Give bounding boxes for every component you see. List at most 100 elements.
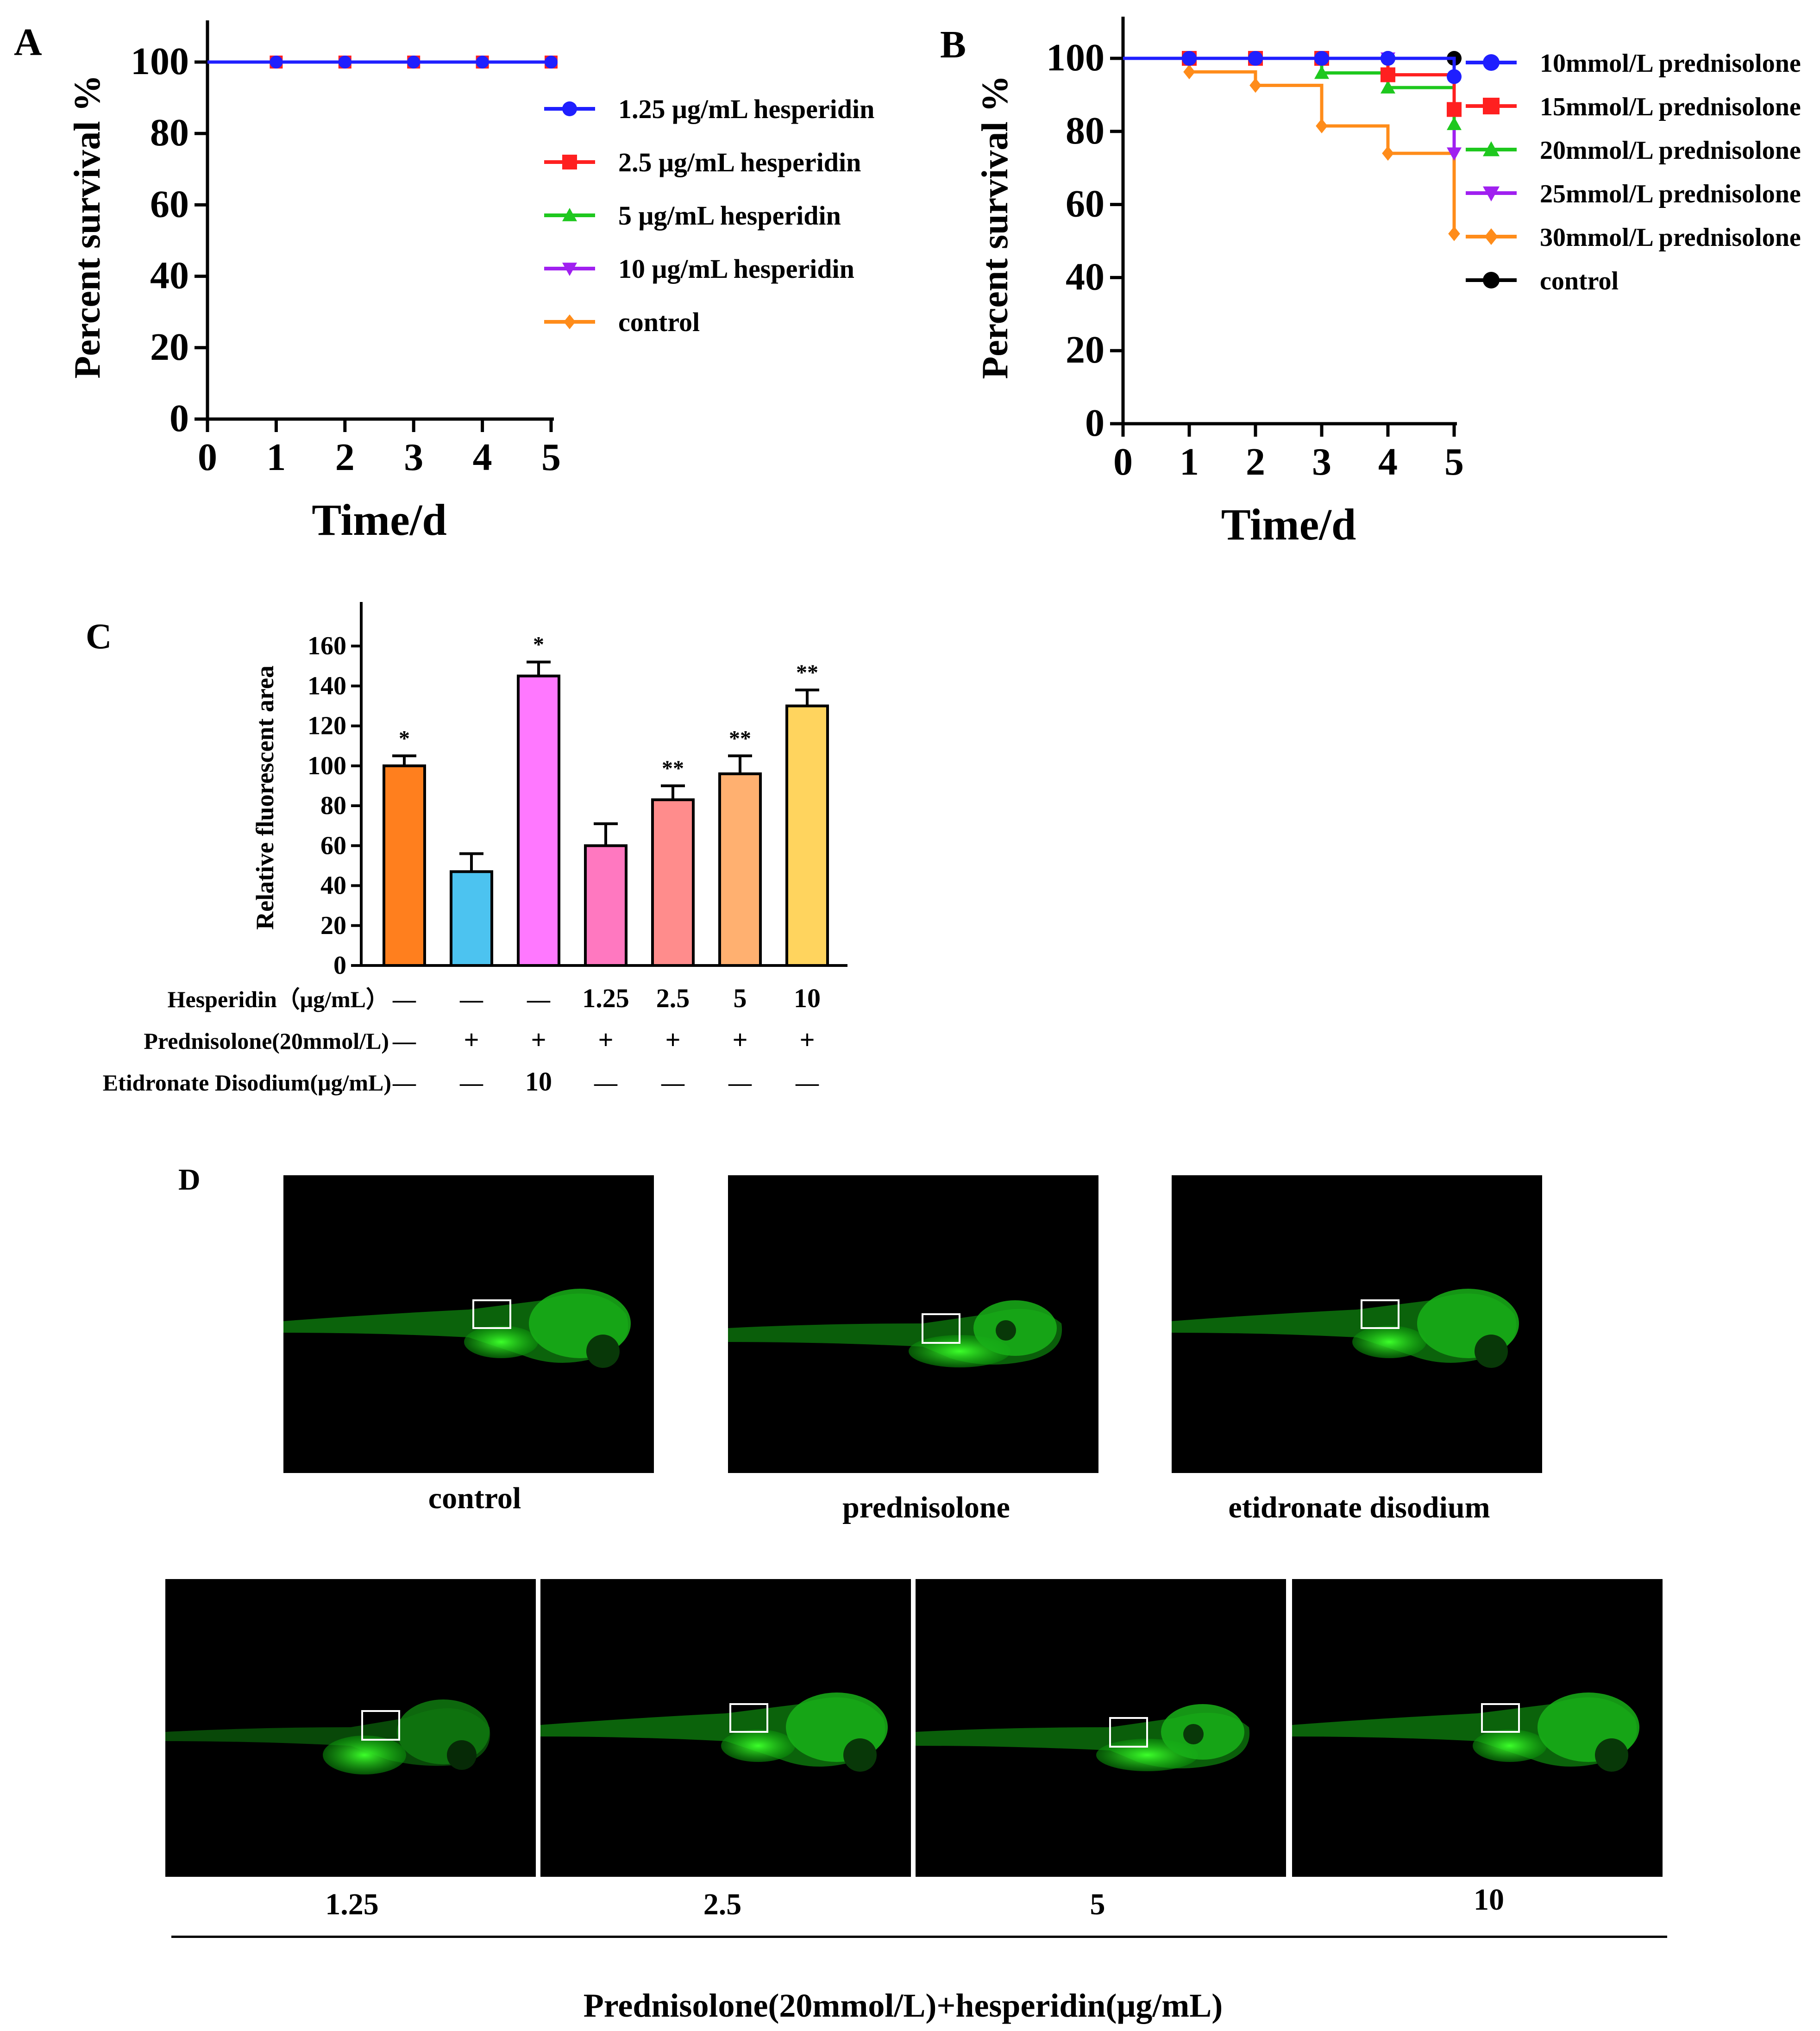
bar (383, 764, 426, 967)
data-point (1182, 51, 1197, 66)
x-tick-label: 1 (266, 436, 286, 479)
micrograph-prednisolone (728, 1175, 1098, 1473)
legend-label: control (1540, 267, 1619, 295)
bar (785, 704, 829, 967)
condition-value: — (392, 986, 416, 1012)
fluorescent-area-bar-chart: 0 20 40 60 80 100 120 140 160 Relative fluorescen… (103, 602, 847, 1097)
divider-line (171, 1936, 1667, 1938)
micrograph-control (283, 1175, 654, 1473)
legend-marker (562, 155, 577, 169)
y-tick-label: 60 (1066, 182, 1105, 226)
x-tick-label: 3 (1312, 440, 1331, 483)
panel-label-d: D (178, 1163, 201, 1197)
x-tick-label: 0 (1113, 440, 1133, 483)
legend-marker (1484, 228, 1498, 245)
micrograph-hesperidin-2-5 (540, 1579, 911, 1877)
legend-label: 10mmol/L prednisolone (1540, 49, 1801, 78)
series-line (1123, 56, 1456, 125)
data-point (545, 56, 558, 69)
x-tick-label: 5 (541, 436, 561, 479)
data-point (270, 56, 283, 69)
panel-label-b: B (940, 23, 966, 66)
y-tick-label: 160 (308, 632, 346, 660)
data-point (1381, 67, 1395, 82)
y-tick-label: 120 (308, 712, 346, 740)
legend-label: control (618, 307, 700, 337)
condition-label: Hesperidin（μg/mL） (168, 986, 389, 1012)
data-point (1447, 147, 1462, 161)
data-point (1381, 51, 1395, 66)
x-axis-title: Time/d (1221, 500, 1356, 549)
y-tick-label: 40 (150, 254, 189, 297)
x-tick-label: 5 (1444, 440, 1464, 483)
legend-marker (1483, 141, 1500, 157)
y-tick-label: 20 (150, 326, 189, 369)
bar (651, 798, 695, 967)
x-tick-label: 4 (1378, 440, 1398, 483)
legend-label: 30mmol/L prednisolone (1540, 223, 1801, 252)
condition-value: — (795, 1070, 819, 1096)
y-axis-title: Percent survival % (975, 75, 1016, 379)
x-tick-label: 4 (473, 436, 492, 479)
y-tick-label: 80 (150, 111, 189, 154)
bar (584, 844, 628, 967)
data-point (1314, 65, 1329, 79)
micrograph-hesperidin-5 (916, 1579, 1286, 1877)
y-tick-label: 20 (1066, 328, 1105, 371)
condition-value: — (728, 1070, 752, 1096)
condition-value: 2.5 (656, 983, 690, 1013)
legend-label: 25mmol/L prednisolone (1540, 180, 1801, 208)
condition-value: + (665, 1025, 680, 1055)
data-point (407, 56, 420, 69)
data-point (1381, 80, 1395, 94)
y-tick-label: 100 (1046, 36, 1105, 79)
survival-chart-hesperidin: 0 20 40 60 80 100 0 1 2 3 4 5 Time/d Percent survival… (67, 20, 874, 545)
condition-value: 10 (794, 983, 821, 1013)
condition-label: Prednisolone(20mmol/L) (144, 1028, 389, 1054)
significance-label: * (533, 633, 544, 657)
condition-value: — (459, 986, 483, 1012)
bar (718, 772, 762, 967)
legend-marker (1483, 98, 1500, 114)
y-tick-label: 100 (308, 752, 346, 780)
significance-label: ** (729, 726, 751, 751)
legend-marker (1483, 54, 1500, 71)
condition-value: — (459, 1070, 483, 1096)
y-tick-label: 140 (308, 671, 346, 700)
x-tick-label: 2 (1246, 440, 1265, 483)
y-tick-label: 60 (320, 831, 346, 860)
data-point (1382, 146, 1394, 161)
y-tick-label: 80 (1066, 109, 1105, 152)
data-point (1183, 64, 1195, 80)
legend-label: 2.5 μg/mL hesperidin (618, 147, 861, 177)
caption-dose-10: 10 (1474, 1883, 1504, 1917)
caption-control: control (428, 1481, 521, 1515)
condition-value: — (594, 1070, 618, 1096)
survival-chart-prednisolone: 0 20 40 60 80 100 0 1 2 3 4 5 Time/d Percent survival… (975, 17, 1801, 549)
micrograph-hesperidin-1-25 (165, 1579, 536, 1877)
significance-label: * (399, 726, 410, 751)
caption-dose-5: 5 (1090, 1887, 1105, 1921)
legend-marker (562, 263, 577, 276)
legend-label: 1.25 μg/mL hesperidin (618, 94, 874, 124)
x-tick-label: 0 (198, 436, 217, 479)
y-tick-label: 80 (320, 791, 346, 820)
y-tick-label: 0 (333, 951, 346, 980)
y-tick-label: 0 (1085, 401, 1105, 445)
legend-marker (562, 208, 577, 221)
legend-label: 10 μg/mL hesperidin (618, 254, 854, 284)
micrograph-hesperidin-10 (1292, 1579, 1663, 1877)
condition-value: — (527, 986, 551, 1012)
data-point (1447, 102, 1462, 117)
x-tick-label: 1 (1180, 440, 1199, 483)
series-line (1123, 56, 1456, 154)
condition-label: Etidronate Disodium(μg/mL) (103, 1070, 391, 1096)
legend-label: 20mmol/L prednisolone (1540, 136, 1801, 165)
footer-caption: Prednisolone(20mmol/L)+hesperidin(μg/mL) (583, 1987, 1223, 2024)
x-tick-label: 2 (335, 436, 355, 479)
y-tick-label: 60 (150, 182, 189, 226)
bar (517, 674, 560, 967)
panel-label-a: A (14, 21, 42, 64)
y-tick-label: 40 (1066, 255, 1105, 298)
data-point (1447, 117, 1462, 130)
